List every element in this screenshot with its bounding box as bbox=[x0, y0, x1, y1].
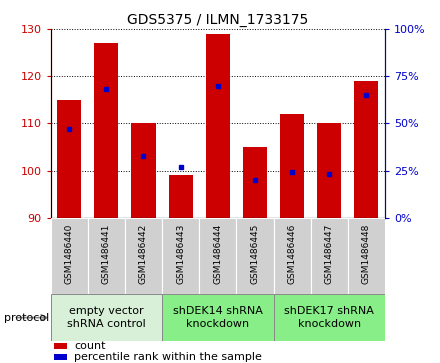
Bar bbox=[57, 100, 81, 218]
Text: shDEK17 shRNA
knockdown: shDEK17 shRNA knockdown bbox=[284, 306, 374, 329]
Bar bbox=[169, 175, 193, 218]
Text: GSM1486448: GSM1486448 bbox=[362, 224, 371, 284]
Text: GSM1486444: GSM1486444 bbox=[213, 224, 222, 284]
Bar bbox=[236, 218, 274, 294]
Bar bbox=[51, 218, 88, 294]
Bar bbox=[348, 218, 385, 294]
Bar bbox=[280, 114, 304, 218]
Text: GSM1486446: GSM1486446 bbox=[288, 224, 297, 284]
Text: count: count bbox=[74, 341, 106, 351]
Text: protocol: protocol bbox=[4, 313, 50, 323]
Bar bbox=[132, 123, 156, 218]
Title: GDS5375 / ILMN_1733175: GDS5375 / ILMN_1733175 bbox=[127, 13, 308, 26]
Text: percentile rank within the sample: percentile rank within the sample bbox=[74, 352, 262, 362]
Bar bbox=[354, 81, 378, 218]
Bar bbox=[54, 343, 67, 349]
Bar bbox=[162, 294, 274, 341]
Text: GSM1486443: GSM1486443 bbox=[176, 224, 185, 284]
Bar bbox=[199, 218, 236, 294]
Bar bbox=[274, 294, 385, 341]
Bar bbox=[51, 294, 162, 341]
Text: empty vector
shRNA control: empty vector shRNA control bbox=[67, 306, 146, 329]
Bar bbox=[243, 147, 267, 218]
Bar bbox=[162, 218, 199, 294]
Bar bbox=[88, 218, 125, 294]
Text: GSM1486447: GSM1486447 bbox=[325, 224, 334, 284]
Bar bbox=[125, 218, 162, 294]
Bar bbox=[94, 43, 118, 218]
Bar bbox=[54, 354, 67, 360]
Text: GSM1486442: GSM1486442 bbox=[139, 224, 148, 284]
Bar bbox=[311, 218, 348, 294]
Bar bbox=[317, 123, 341, 218]
Text: shDEK14 shRNA
knockdown: shDEK14 shRNA knockdown bbox=[173, 306, 263, 329]
Text: GSM1486440: GSM1486440 bbox=[65, 224, 73, 284]
Text: GSM1486441: GSM1486441 bbox=[102, 224, 111, 284]
Bar bbox=[206, 34, 230, 218]
Text: GSM1486445: GSM1486445 bbox=[250, 224, 260, 284]
Bar bbox=[274, 218, 311, 294]
